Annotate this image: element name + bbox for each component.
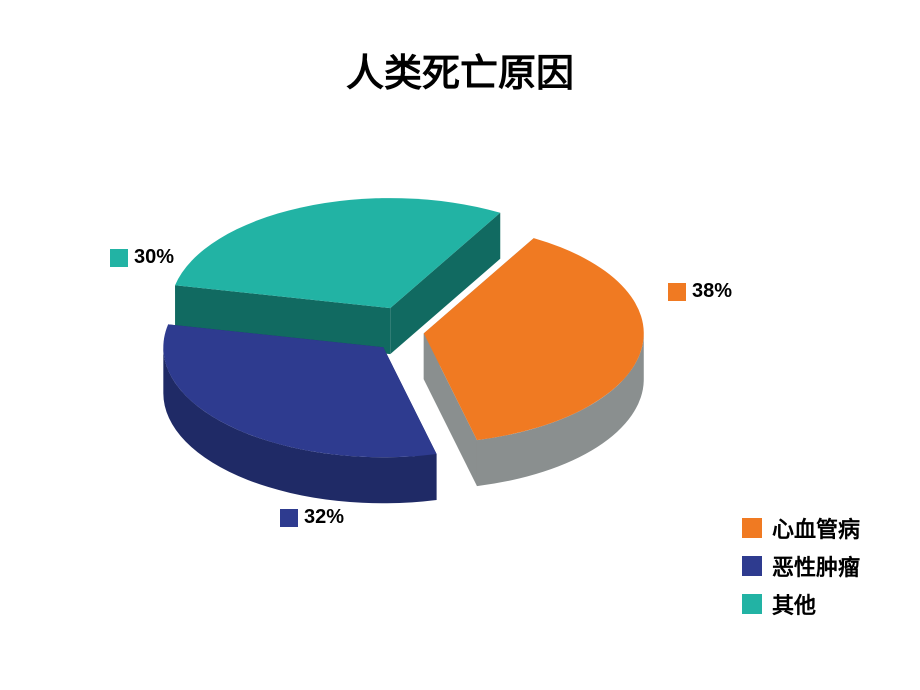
legend-item-2: 其他 bbox=[742, 588, 860, 620]
pie-chart: 38% 32% 30% bbox=[70, 180, 710, 520]
slice-percent-1: 32% bbox=[304, 506, 344, 529]
slice-percent-2: 30% bbox=[134, 246, 174, 269]
pie-chart-svg bbox=[70, 180, 710, 580]
slice-label-2: 30% bbox=[110, 246, 174, 269]
legend-label-2: 其他 bbox=[772, 588, 816, 620]
legend-label-1: 恶性肿瘤 bbox=[772, 550, 860, 582]
legend-item-1: 恶性肿瘤 bbox=[742, 550, 860, 582]
slice-label-0: 38% bbox=[668, 280, 732, 303]
slice-percent-0: 38% bbox=[692, 280, 732, 303]
slice-label-1: 32% bbox=[280, 506, 344, 529]
slide: 人类死亡原因 38% 32% 30% 心血管病 恶性肿瘤 其他 bbox=[0, 0, 920, 690]
slice-swatch-2 bbox=[110, 249, 128, 267]
slice-swatch-0 bbox=[668, 283, 686, 301]
legend: 心血管病 恶性肿瘤 其他 bbox=[742, 512, 860, 620]
legend-label-0: 心血管病 bbox=[772, 512, 860, 544]
legend-swatch-2 bbox=[742, 594, 762, 614]
legend-item-0: 心血管病 bbox=[742, 512, 860, 544]
slice-swatch-1 bbox=[280, 509, 298, 527]
chart-title: 人类死亡原因 bbox=[0, 42, 920, 97]
legend-swatch-1 bbox=[742, 556, 762, 576]
legend-swatch-0 bbox=[742, 518, 762, 538]
